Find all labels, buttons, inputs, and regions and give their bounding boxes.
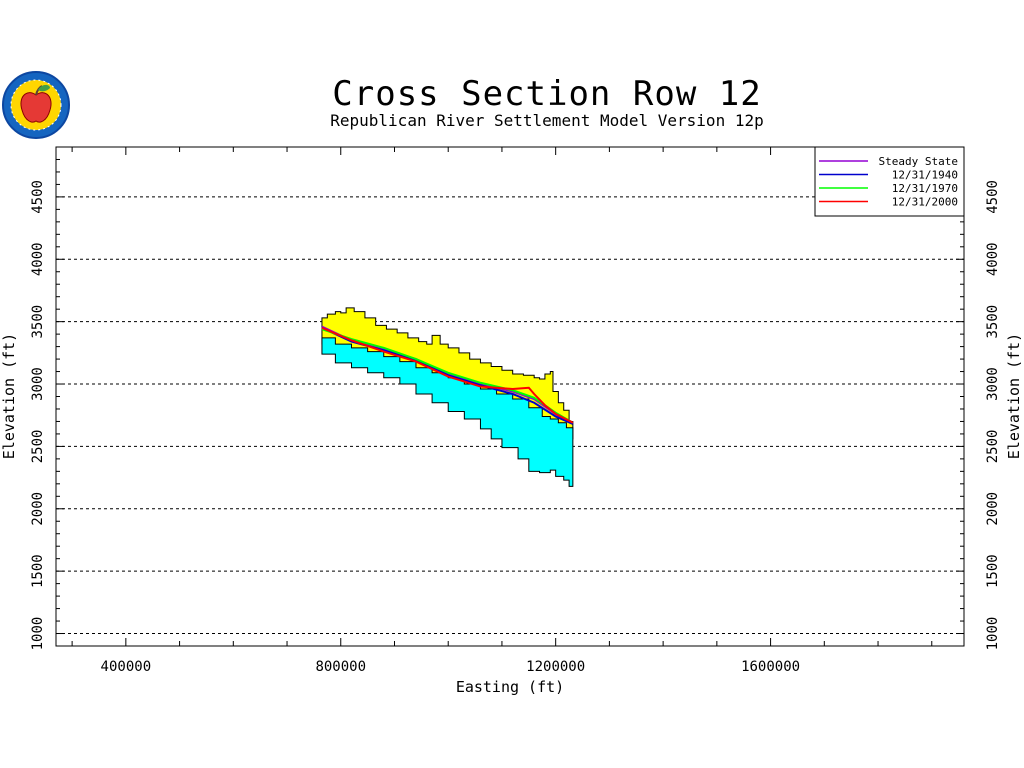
series-lines [321,325,574,425]
y-tick-label-right-4500: 4500 [985,180,1001,214]
y-tick-label-left-3000: 3000 [30,367,46,401]
y-tick-label-right-4000: 4000 [985,242,1001,276]
y-tick-label-left-2000: 2000 [30,492,46,526]
apple-seal-icon [2,71,70,139]
y-tick-label-left-3500: 3500 [30,305,46,339]
axis-ticks [56,147,964,646]
y-tick-label-right-1500: 1500 [985,554,1001,588]
chart-subtitle: Republican River Settlement Model Versio… [330,111,763,130]
y-axis-label-left: Elevation (ft) [0,333,18,459]
y-tick-label-right-3500: 3500 [985,305,1001,339]
aquifer-fills [321,307,574,487]
grid-lines [56,196,964,635]
axis-tick-labels: 400000 800000 1200000 1600000 1000 1000 1500 15… [30,180,1001,675]
y-tick-label-left-1000: 1000 [30,617,46,651]
legend-label-3: 12/31/2000 [892,196,958,209]
x-tick-label-1200000: 1200000 [526,659,585,675]
x-tick-label-800000: 800000 [315,659,366,675]
x-tick-label-400000: 400000 [101,659,152,675]
legend: Steady State12/31/194012/31/197012/31/20… [814,146,965,217]
y-tick-label-right-2000: 2000 [985,492,1001,526]
y-tick-label-left-2500: 2500 [30,430,46,464]
y-tick-label-left-1500: 1500 [30,554,46,588]
legend-box [814,146,965,217]
y-tick-label-right-2500: 2500 [985,430,1001,464]
legend-label-2: 12/31/1970 [892,182,958,195]
y-axis-label-right: Elevation (ft) [1005,333,1023,459]
series-line-12-31-2000 [321,326,574,424]
y-tick-label-right-3000: 3000 [985,367,1001,401]
chart-title: Cross Section Row 12 [332,74,761,114]
x-tick-label-1600000: 1600000 [741,659,800,675]
legend-label-0: Steady State [879,155,958,168]
x-axis-label: Easting (ft) [456,678,564,696]
y-tick-label-right-1000: 1000 [985,617,1001,651]
y-tick-label-left-4000: 4000 [30,242,46,276]
legend-label-1: 12/31/1940 [892,169,958,182]
y-tick-label-left-4500: 4500 [30,180,46,214]
